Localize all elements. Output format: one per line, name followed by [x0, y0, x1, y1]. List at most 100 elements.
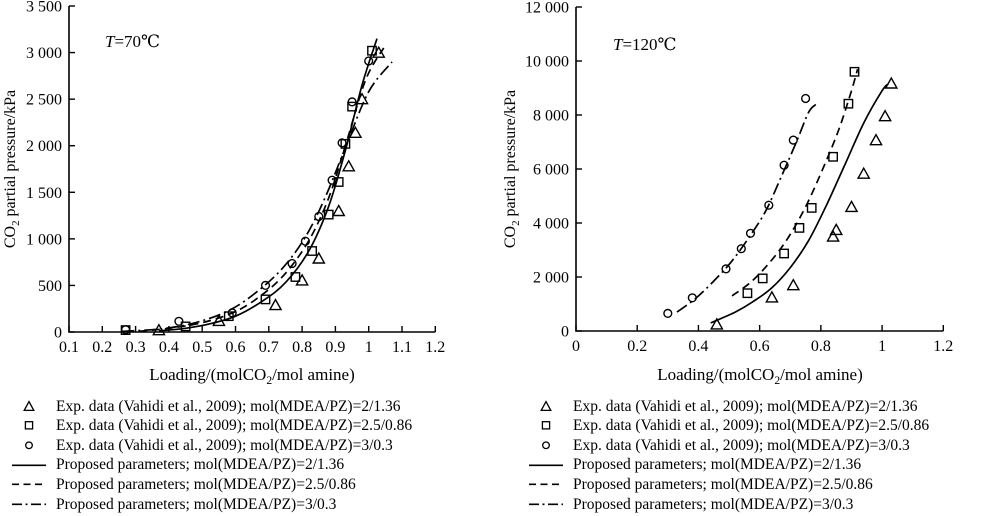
legend-label: Proposed parameters; mol(MDEA/PZ)=3/0.3 [573, 495, 854, 513]
curve-solid [710, 83, 889, 324]
data-point-square [290, 272, 301, 282]
legend-circle-icon [542, 441, 550, 450]
data-point-triangle [348, 125, 363, 138]
data-point-circle [300, 236, 311, 246]
y-tick-label: 12 000 [525, 0, 569, 17]
x-tick-label: 0.5 [192, 339, 212, 356]
data-point-circle [337, 138, 347, 148]
y-tick-label: 500 [38, 278, 62, 295]
data-point-triangle [341, 159, 356, 172]
data-point-circle [663, 308, 673, 319]
circle-icon [542, 441, 550, 450]
legend-label: Proposed parameters; mol(MDEA/PZ)=2.5/0.… [56, 475, 356, 493]
curve-dashdot [676, 103, 817, 313]
data-point-square [333, 177, 344, 187]
legend-label: Proposed parameters; mol(MDEA/PZ)=3/0.3 [56, 495, 337, 513]
legend-label: Exp. data (Vahidi et al., 2009); mol(MDE… [56, 397, 401, 415]
y-tick-label: 1 500 [26, 185, 62, 202]
data-point-circle [788, 135, 798, 145]
data-point-circle [364, 56, 374, 66]
x-tick-label: 1.1 [392, 339, 412, 356]
legend-row: Exp. data (Vahidi et al., 2009); mol(MDE… [527, 416, 929, 436]
x-tick-label: 1 [365, 339, 373, 356]
data-point-square [828, 151, 838, 162]
data-point-circle [801, 93, 811, 104]
legend-label: Exp. data (Vahidi et al., 2009); mol(MDE… [573, 397, 918, 415]
data-point-circle [227, 308, 237, 318]
legend-row: Proposed parameters; mol(MDEA/PZ)=3/0.3 [10, 494, 412, 514]
y-tick-label: 6 000 [533, 162, 569, 179]
data-point-square [367, 45, 377, 56]
square-icon [24, 421, 34, 430]
legend-row: Exp. data (Vahidi et al., 2009); mol(MDE… [10, 396, 412, 416]
data-point-circle [687, 293, 697, 303]
data-point-triangle [878, 109, 892, 122]
legend-square-icon [541, 421, 551, 430]
legend-row: Exp. data (Vahidi et al., 2009); mol(MDE… [527, 435, 929, 455]
curve-dashdot [122, 61, 393, 333]
y-tick-label: 0 [561, 324, 569, 341]
data-point-circle [347, 97, 357, 107]
legend-triangle-icon [540, 400, 552, 411]
x-tick-label: 0.4 [159, 339, 179, 356]
data-point-triangle [268, 298, 283, 311]
y-axis-label: CO2 partial pressure/kPa [2, 90, 22, 248]
data-point-circle [260, 280, 271, 291]
x-tick-label: 0.9 [325, 339, 345, 356]
y-tick-label: 10 000 [525, 54, 569, 71]
scatter-series-triangle [710, 76, 899, 330]
triangle-icon [23, 400, 35, 411]
data-point-triangle [710, 317, 724, 330]
x-tick-label: 0.2 [92, 339, 112, 356]
data-point-triangle [856, 166, 871, 179]
scatter-series-circle [663, 93, 811, 319]
legend-line-solid-icon [529, 464, 563, 466]
y-tick-label: 2 000 [26, 138, 62, 155]
data-point-triangle [786, 278, 801, 291]
legend-label: Proposed parameters; mol(MDEA/PZ)=2/1.36 [573, 456, 862, 474]
legend-row: Proposed parameters; mol(MDEA/PZ)=2.5/0.… [10, 474, 412, 494]
legend-row: Exp. data (Vahidi et al., 2009); mol(MDE… [527, 396, 929, 416]
legend-triangle-icon [23, 400, 35, 411]
data-point-triangle [826, 229, 840, 242]
curve-dashed [138, 47, 385, 333]
legend-row: Proposed parameters; mol(MDEA/PZ)=3/0.3 [527, 494, 929, 514]
y-axis-label: CO2 partial pressure/kPa [502, 90, 522, 248]
temperature-annotation: T=120℃ [613, 35, 677, 54]
data-point-square [180, 321, 191, 332]
data-point-square [260, 294, 271, 305]
legend-label: Proposed parameters; mol(MDEA/PZ)=2.5/0.… [573, 475, 873, 493]
x-tick-label: 0.4 [688, 338, 708, 355]
x-tick-label: 0.2 [627, 338, 647, 355]
data-point-circle [174, 316, 184, 326]
data-point-circle [745, 228, 756, 238]
curve-solid [158, 38, 378, 332]
data-point-square [843, 98, 854, 109]
legend-row: Proposed parameters; mol(MDEA/PZ)=2/1.36 [527, 455, 929, 475]
y-tick-label: 4 000 [533, 216, 569, 233]
data-point-triangle [765, 290, 779, 303]
legend-label: Exp. data (Vahidi et al., 2009); mol(MDE… [573, 417, 930, 435]
data-point-square [347, 101, 357, 112]
y-tick-label: 3 000 [26, 45, 62, 62]
scatter-series-circle [120, 56, 374, 335]
data-point-triangle [295, 273, 309, 286]
legend-line-solid-icon [12, 464, 46, 466]
axes-lines [68, 6, 436, 333]
x-tick-label: 0.3 [126, 339, 146, 356]
data-point-triangle [355, 92, 369, 105]
scatter-series-square [742, 66, 860, 299]
x-tick-label: 0.6 [750, 338, 770, 355]
y-tick-label: 2 000 [533, 270, 569, 287]
data-point-square [779, 248, 789, 259]
data-point-triangle [869, 133, 883, 146]
data-point-triangle [829, 222, 843, 236]
x-axis-label: Loading/(molCO2/mol amine) [149, 365, 355, 387]
chart-panel-120c: 0 0.2 0.4 0.6 0.8 1 1.2 0 2 000 4 000 6 000 8 000 10… [502, 0, 953, 387]
legend-label: Exp. data (Vahidi et al., 2009); mol(MDE… [573, 436, 910, 454]
data-point-triangle [212, 313, 226, 327]
x-tick-label: 1.2 [933, 338, 953, 355]
data-point-square [757, 273, 768, 284]
x-tick-label: 1 [878, 338, 886, 355]
data-point-circle [120, 325, 131, 335]
